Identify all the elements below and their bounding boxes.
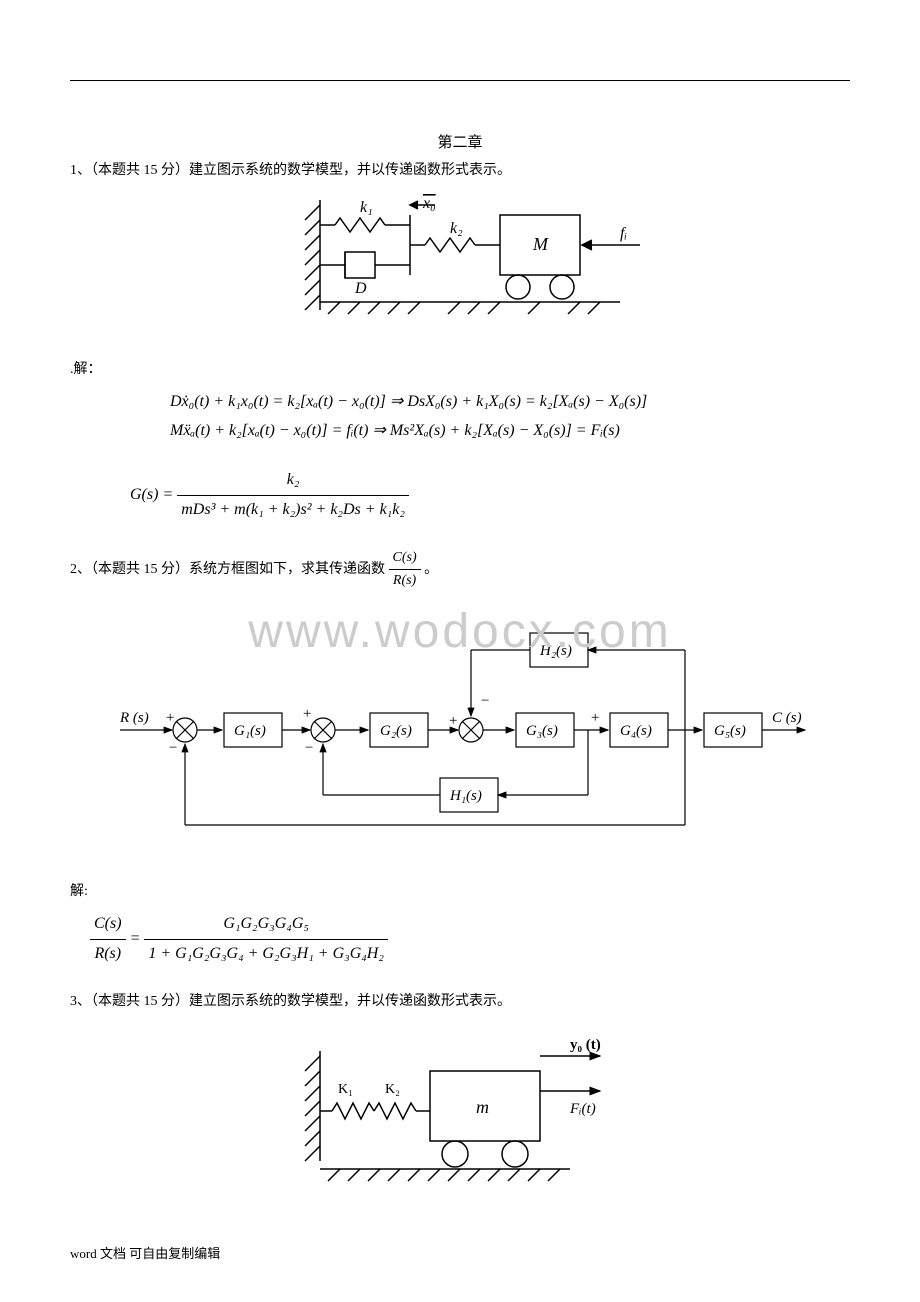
problem-1-gs-lhs: G(s) = <box>130 486 173 503</box>
problem-2-result-eq: = <box>130 930 145 947</box>
label-H2: H₂(s) <box>539 643 572 659</box>
label-x0: x₀ <box>422 195 436 212</box>
problem-1-equations: Dẋ₀(t) + k₁x₀(t) = k₂[xₐ(t) − x₀(t)] ⇒ D… <box>170 388 850 446</box>
plus-after-g3: + <box>590 710 600 726</box>
problem-1-gs-den: mDs³ + m(k₁ + k₂)s² + k₂Ds + k₁k₂ <box>177 496 409 525</box>
minus-s2-bot: − <box>304 740 314 756</box>
problem-2-block-diagram: R (s) C (s) G₁(s) G₂(s) G₃(s) G₄(s) G₅(s… <box>110 600 810 840</box>
label-G5: G₅(s) <box>714 723 746 739</box>
plus-s2-top: + <box>302 706 312 722</box>
problem-2-result-lhs-den: R(s) <box>90 940 126 969</box>
problem-2-result-lhs-num: C(s) <box>90 910 126 940</box>
label-y0: y₀ (t) <box>570 1037 601 1053</box>
label-G1: G₁(s) <box>234 723 266 739</box>
label-K1: K₁ <box>338 1082 353 1097</box>
minus-s3-top: − <box>480 693 490 709</box>
problem-2-solution-label: 解: <box>70 880 850 900</box>
problem-2-result-rhs-num: G₁G₂G₃G₄G₅ <box>144 910 388 940</box>
problem-2-result-rhs-den: 1 + G₁G₂G₃G₄ + G₂G₃H₁ + G₃G₄H₂ <box>144 940 388 969</box>
page-top-rule <box>70 80 850 81</box>
chapter-title: 第二章 <box>70 131 850 152</box>
plus-s1-top: + <box>165 710 175 726</box>
problem-2-frac-den: R(s) <box>389 570 421 592</box>
problem-1-solution-label: .解： <box>70 358 850 378</box>
page-footer: word 文档 可自由复制编辑 <box>70 1243 220 1262</box>
problem-1-gs-num: k₂ <box>177 466 409 496</box>
problem-1-eq-line2: Mẍₐ(t) + k₂[xₐ(t) − x₀(t)] = fᵢ(t) ⇒ Ms²… <box>170 417 850 446</box>
problem-3-diagram: K₁ K₂ m y₀ (t) Fᵢ(t) <box>270 1021 650 1201</box>
plus-s3-left: + <box>448 713 458 729</box>
label-R: R (s) <box>119 710 149 726</box>
problem-1-diagram: k₁ k₂ D M x₀ fᵢ <box>260 190 660 350</box>
label-G4: G₄(s) <box>620 723 652 739</box>
problem-1-gs: G(s) = k₂ mDs³ + m(k₁ + k₂)s² + k₂Ds + k… <box>130 466 850 525</box>
minus-s1-bot: − <box>168 740 178 756</box>
label-k2: k₂ <box>450 220 463 237</box>
problem-2-text-prefix: 2、（本题共 15 分）系统方框图如下，求其传递函数 <box>70 562 385 577</box>
label-fi: fᵢ <box>620 225 627 242</box>
problem-2-result: C(s) R(s) = G₁G₂G₃G₄G₅ 1 + G₁G₂G₃G₄ + G₂… <box>90 910 850 969</box>
problem-2-text-suffix: 。 <box>424 562 438 577</box>
label-G2: G₂(s) <box>380 723 412 739</box>
problem-3-text: 3、（本题共 15 分）建立图示系统的数学模型，并以传递函数形式表示。 <box>70 991 850 1013</box>
label-C: C (s) <box>772 710 802 726</box>
label-H1: H₁(s) <box>449 788 482 804</box>
problem-1-eq-line1: Dẋ₀(t) + k₁x₀(t) = k₂[xₐ(t) − x₀(t)] ⇒ D… <box>170 388 850 417</box>
problem-2-frac-num: C(s) <box>389 547 421 570</box>
label-M: M <box>532 234 549 254</box>
label-k1: k₁ <box>360 199 373 216</box>
label-m: m <box>476 1097 489 1117</box>
label-K2: K₂ <box>385 1082 400 1097</box>
problem-1-text: 1、（本题共 15 分）建立图示系统的数学模型，并以传递函数形式表示。 <box>70 160 850 182</box>
label-D: D <box>354 280 367 297</box>
problem-2-text: 2、（本题共 15 分）系统方框图如下，求其传递函数 C(s) R(s) 。 <box>70 547 850 593</box>
label-Fi: Fᵢ(t) <box>569 1101 596 1117</box>
label-G3: G₃(s) <box>526 723 558 739</box>
